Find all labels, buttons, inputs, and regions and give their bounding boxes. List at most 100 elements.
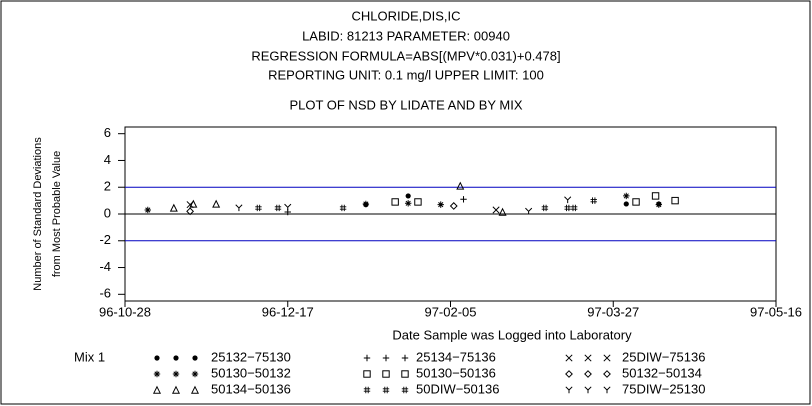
marker-shape (590, 197, 597, 204)
marker-shape (460, 196, 467, 203)
data-point (632, 198, 640, 206)
marker-shape (363, 370, 371, 378)
data-point (404, 200, 412, 207)
data-point (255, 204, 262, 212)
legend-marker (382, 354, 390, 362)
data-point (449, 202, 458, 210)
legend-marker (584, 386, 592, 394)
legend-marker (565, 370, 573, 378)
legend-label: 25132−75130 (211, 349, 291, 364)
data-point (671, 196, 679, 205)
y-axis-label: Number of Standard Deviations (32, 137, 44, 291)
data-point (186, 207, 195, 216)
marker-shape (153, 370, 161, 378)
legend-marker (363, 354, 371, 362)
marker-shape (603, 386, 611, 394)
marker-shape (525, 207, 533, 215)
data-point (498, 207, 507, 216)
marker-shape (235, 204, 243, 212)
y-tick-label: 2 (104, 179, 111, 194)
legend-marker (152, 385, 162, 394)
y-tick-label: 4 (104, 152, 111, 167)
marker-shape (192, 355, 198, 361)
marker-shape (623, 192, 630, 200)
marker-shape (404, 200, 412, 207)
legend-marker (401, 370, 409, 378)
marker-shape (414, 198, 422, 206)
data-point (169, 203, 178, 212)
marker-shape (171, 385, 181, 394)
data-point (144, 206, 151, 214)
data-point (525, 207, 533, 215)
marker-shape (603, 370, 611, 378)
marker-shape (362, 200, 370, 208)
marker-shape (655, 201, 663, 208)
data-point (284, 203, 292, 211)
legend-marker (382, 386, 390, 394)
marker-shape (449, 202, 458, 210)
data-point (274, 204, 282, 212)
marker-shape (498, 207, 507, 216)
data-point (623, 201, 629, 207)
marker-shape (401, 370, 409, 378)
legend-title: Mix 1 (74, 349, 105, 364)
marker-shape (189, 199, 198, 208)
marker-shape (405, 193, 411, 199)
marker-shape (603, 354, 611, 362)
marker-shape (152, 385, 162, 394)
legend-label: 50130−50132 (211, 365, 291, 380)
legend-marker (565, 386, 573, 394)
marker-shape (382, 354, 390, 362)
data-point (623, 192, 630, 200)
marker-shape (651, 192, 660, 200)
marker-shape (363, 386, 371, 394)
data-point (405, 193, 411, 199)
marker-shape (564, 204, 571, 212)
marker-shape (274, 204, 282, 212)
marker-shape (632, 198, 640, 206)
legend-label: 25DIW−75136 (622, 349, 705, 364)
marker-shape (173, 355, 179, 361)
marker-shape (584, 354, 592, 362)
marker-shape (437, 201, 444, 208)
legend-marker (154, 355, 160, 361)
data-point (564, 204, 571, 212)
chart-title: REPORTING UNIT: 0.1 mg/l UPPER LIMIT: 10… (268, 67, 544, 82)
x-axis-label: Date Sample was Logged into Laboratory (392, 327, 632, 342)
marker-shape (382, 386, 390, 394)
data-point (564, 196, 572, 204)
legend-label: 50134−50136 (211, 381, 291, 396)
data-point (212, 199, 221, 208)
y-tick-label: -6 (99, 286, 111, 301)
data-point (456, 181, 465, 190)
marker-shape (584, 370, 592, 378)
marker-shape (565, 354, 573, 362)
legend-marker (171, 385, 181, 394)
marker-shape (584, 386, 592, 394)
marker-shape (492, 206, 500, 214)
data-point (570, 204, 578, 212)
legend-marker (191, 370, 199, 378)
legend-marker (603, 370, 611, 378)
marker-shape (212, 199, 221, 208)
marker-shape (623, 201, 629, 207)
data-point (414, 198, 422, 206)
marker-shape (154, 355, 160, 361)
marker-shape (565, 386, 573, 394)
marker-shape (284, 203, 292, 211)
marker-shape (570, 204, 578, 212)
marker-shape (564, 196, 572, 204)
legend-marker (565, 354, 573, 362)
data-point (189, 199, 198, 208)
y-tick-label: -2 (99, 232, 111, 247)
chart-subtitle: PLOT OF NSD BY LIDATE AND BY MIX (289, 97, 522, 112)
marker-shape (191, 370, 199, 378)
legend-marker (363, 386, 371, 394)
legend-marker (603, 386, 611, 394)
marker-shape (186, 207, 195, 216)
legend-marker (584, 370, 592, 378)
legend-marker (382, 370, 390, 378)
legend-marker (172, 370, 180, 378)
